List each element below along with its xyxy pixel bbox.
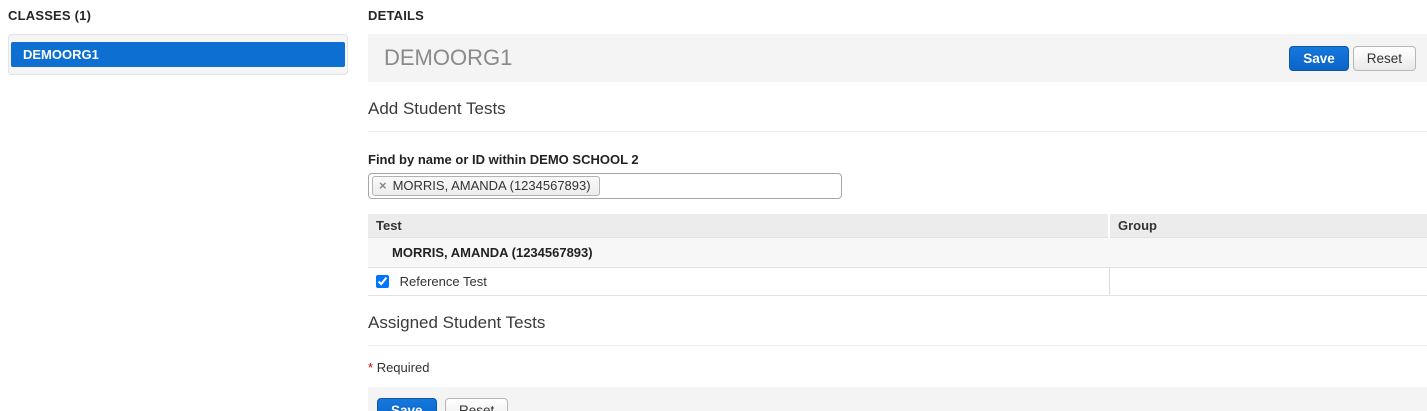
selected-student-tag: × MORRIS, AMANDA (1234567893)	[372, 176, 600, 196]
required-note: * Required	[368, 360, 1427, 375]
page-title: DEMOORG1	[384, 45, 513, 70]
group-column-header: Group	[1108, 214, 1427, 238]
save-button-bottom[interactable]: Save	[377, 398, 437, 411]
reset-button-top[interactable]: Reset	[1352, 45, 1416, 71]
add-student-tests-heading: Add Student Tests	[368, 99, 1427, 132]
group-cell	[1108, 267, 1427, 296]
assigned-student-tests-heading: Assigned Student Tests	[368, 313, 1427, 346]
search-input[interactable]: × MORRIS, AMANDA (1234567893)	[368, 173, 842, 199]
classes-sidebar: CLASSES (1) DEMOORG1	[8, 8, 348, 75]
remove-tag-icon[interactable]: ×	[379, 178, 387, 193]
table-header-row: Test Group	[368, 214, 1427, 238]
reference-test-checkbox[interactable]	[376, 275, 389, 288]
student-group-label: MORRIS, AMANDA (1234567893)	[368, 237, 1427, 268]
test-label: Reference Test	[399, 274, 487, 289]
reset-button-bottom[interactable]: Reset	[444, 398, 509, 411]
student-group-row: MORRIS, AMANDA (1234567893)	[368, 237, 1427, 268]
selected-student-label: MORRIS, AMANDA (1234567893)	[392, 178, 591, 193]
table-row: Reference Test	[368, 267, 1427, 296]
detail-panel: DEMOORG1 Save Reset	[368, 34, 1427, 82]
find-student-label: Find by name or ID within DEMO SCHOOL 2	[368, 152, 639, 167]
sidebar-item-demoorg1[interactable]: DEMOORG1	[11, 42, 345, 67]
required-asterisk: *	[368, 360, 374, 375]
save-button-top[interactable]: Save	[1289, 45, 1349, 71]
student-tests-table: Test Group MORRIS, AMANDA (1234567893) R…	[368, 214, 1427, 296]
required-text: Required	[376, 360, 430, 375]
details-pane: DETAILS DEMOORG1 Save Reset Add Student …	[368, 8, 1427, 411]
form-footer: Save Reset	[368, 387, 1427, 411]
class-list: DEMOORG1	[8, 34, 348, 75]
details-header: DETAILS	[368, 8, 425, 23]
test-cell: Reference Test	[368, 267, 1109, 296]
test-column-header: Test	[368, 214, 1109, 238]
classes-header: CLASSES (1)	[8, 8, 92, 23]
